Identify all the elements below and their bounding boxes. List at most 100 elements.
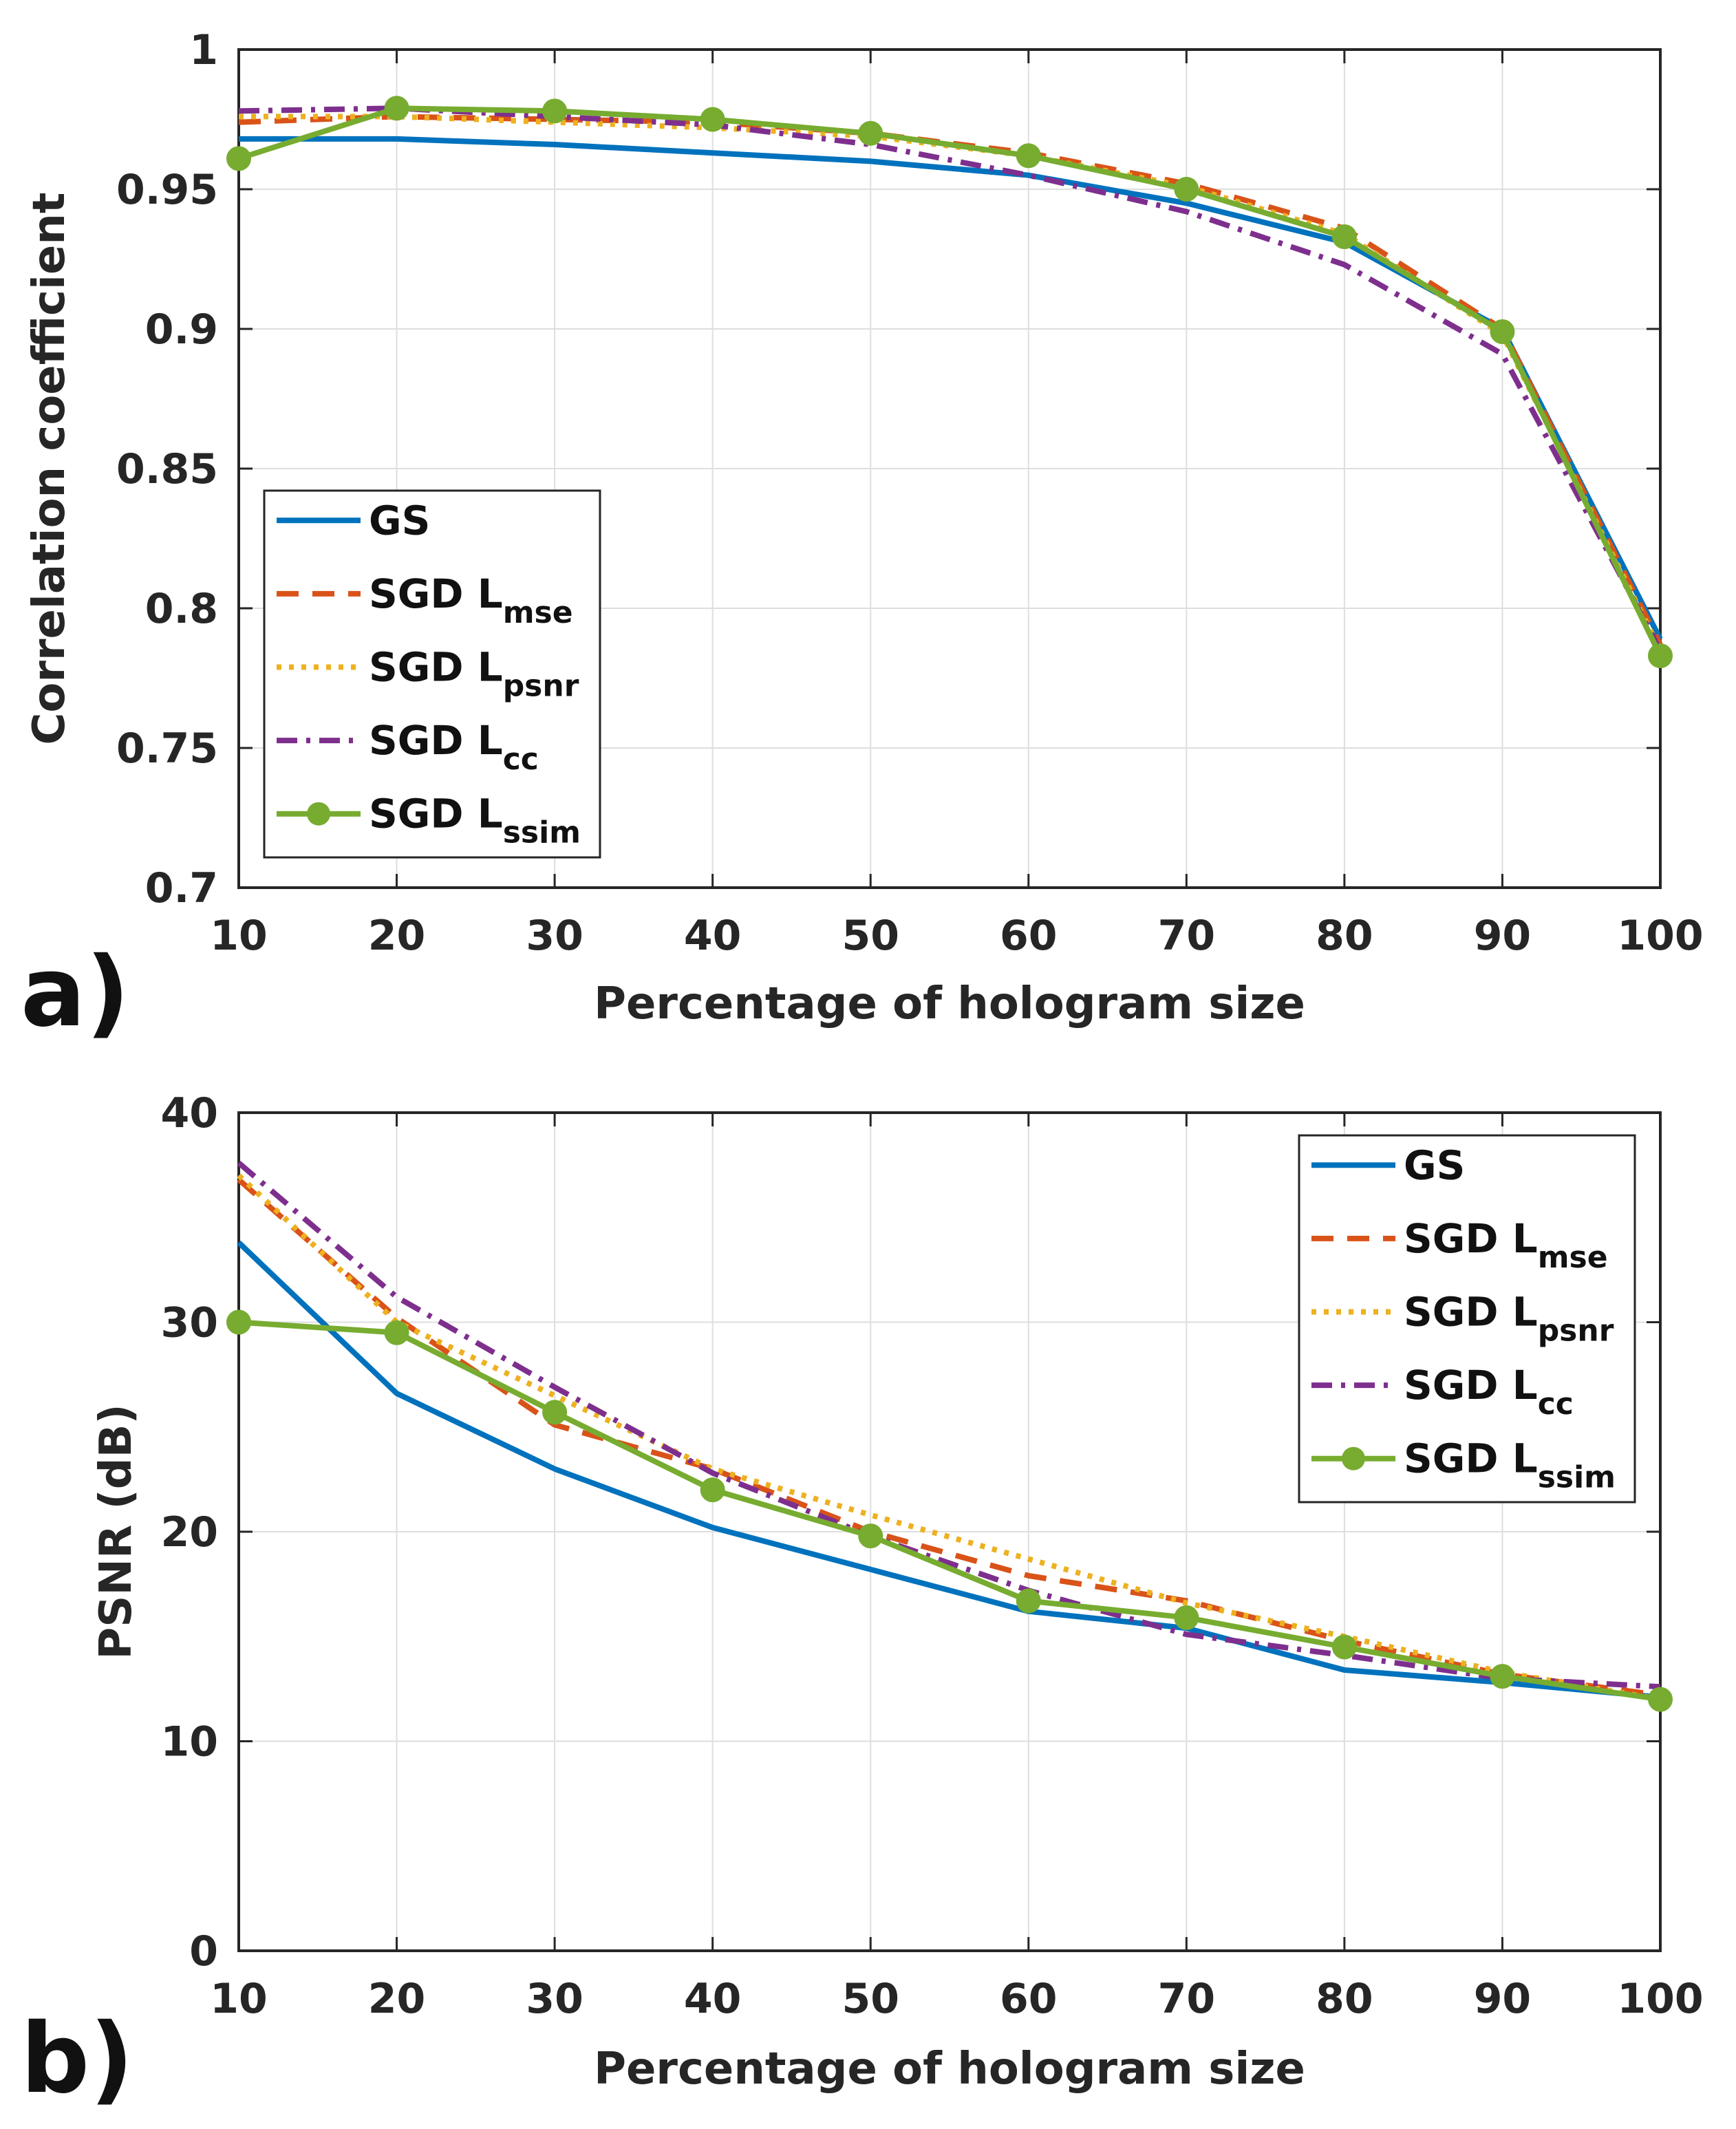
legend-label-main: GS: [1404, 1142, 1465, 1188]
y-tick-label: 40: [161, 1089, 219, 1137]
legend-label-main: SGD L: [369, 644, 503, 691]
data-point: [384, 96, 409, 121]
x-axis-label: Percentage of hologram size: [594, 978, 1305, 1029]
series-line-ssim: [238, 1319, 1661, 1702]
x-tick-label: 50: [842, 1975, 899, 2023]
x-tick-label: 100: [1617, 1975, 1703, 2023]
y-tick-label: 10: [161, 1718, 219, 1766]
legend-label-subscript: psnr: [1538, 1314, 1614, 1349]
data-point: [1490, 1664, 1515, 1689]
legend-label: GS: [369, 497, 430, 544]
legend-marker: [1342, 1446, 1365, 1470]
x-tick-label: 60: [1000, 912, 1058, 960]
y-axis-label: Correlation coefficient: [24, 192, 75, 745]
y-tick-label: 30: [161, 1299, 219, 1347]
legend-label-subscript: cc: [1538, 1387, 1574, 1422]
data-point: [226, 146, 251, 171]
series-line-cc: [238, 105, 1663, 652]
legend-label: SGD Lmse: [1404, 1215, 1608, 1275]
x-tick-label: 10: [210, 1975, 268, 2023]
legend-label-subscript: cc: [503, 742, 539, 777]
legend-label: SGD Lcc: [369, 717, 539, 777]
legend-label-subscript: ssim: [1538, 1460, 1616, 1495]
axes-box: [237, 1111, 1662, 1952]
x-tick-label: 30: [526, 1975, 583, 2023]
x-tick-label: 90: [1474, 1975, 1532, 2023]
y-tick-label: 0.9: [145, 306, 218, 354]
series-line-psnr: [239, 114, 1663, 652]
data-point: [858, 1523, 883, 1549]
y-tick-label: 0.85: [116, 445, 218, 493]
data-point: [1016, 143, 1041, 169]
x-tick-label: 10: [210, 912, 268, 960]
x-tick-label: 30: [526, 912, 583, 960]
legend-marker: [307, 802, 330, 826]
legend-label: SGD Lmse: [369, 570, 573, 630]
panel-a-chart: 10 20 30 40 50 60 70 80 90 100 0.7 0.75 0.8 0.85 0.9 0.…: [21, 26, 1704, 1049]
axes-box: [237, 48, 1662, 889]
x-tick-label: 70: [1158, 1975, 1216, 2023]
legend-label: GS: [1404, 1142, 1465, 1188]
series-line-cc: [237, 1161, 1661, 1690]
legend-label-main: SGD L: [1404, 1435, 1538, 1482]
data-point: [1331, 224, 1357, 250]
data-point: [1016, 1588, 1041, 1614]
data-point: [1490, 319, 1515, 345]
legend-label-main: GS: [369, 497, 430, 544]
series-line-gs: [237, 1240, 1661, 1700]
legend-label-subscript: mse: [503, 595, 573, 630]
y-tick-label: 0.8: [145, 585, 218, 633]
x-tick-label: 20: [368, 912, 426, 960]
data-point: [1648, 643, 1673, 669]
legend-label-main: SGD L: [369, 717, 503, 764]
data-point: [858, 120, 883, 146]
y-tick-label: 0.95: [116, 166, 218, 214]
data-point: [1648, 1687, 1673, 1712]
legend-label-main: SGD L: [1404, 1289, 1538, 1336]
data-point: [1174, 177, 1199, 202]
y-tick-label: 20: [161, 1508, 219, 1556]
legend-box: [1298, 1134, 1636, 1504]
legend-label-subscript: mse: [1538, 1240, 1608, 1275]
data-point: [384, 1320, 409, 1345]
legend-box: [263, 489, 601, 859]
x-axis-label: Percentage of hologram size: [594, 2044, 1305, 2095]
panel-label: a): [21, 937, 129, 1049]
x-tick-label: 50: [842, 912, 899, 960]
data-point: [700, 1477, 725, 1503]
data-point: [1174, 1605, 1199, 1630]
data-point: [1331, 1634, 1357, 1660]
x-tick-label: 80: [1316, 912, 1373, 960]
legend-label: SGD Lpsnr: [369, 644, 579, 704]
legend-label-subscript: psnr: [503, 669, 579, 704]
legend-label-main: SGD L: [1404, 1362, 1538, 1409]
y-tick-label: 0: [189, 1927, 218, 1976]
data-point: [542, 98, 568, 124]
x-tick-label: 20: [368, 1975, 426, 2023]
y-axis-label: PSNR (dB): [91, 1404, 142, 1659]
legend-label-main: SGD L: [369, 570, 503, 617]
y-tick-label: 1: [189, 26, 218, 74]
legend-label: SGD Lssim: [1404, 1435, 1616, 1495]
x-tick-label: 40: [684, 912, 742, 960]
x-tick-label: 60: [1000, 1975, 1058, 2023]
legend-label: SGD Lcc: [1404, 1362, 1574, 1422]
data-point: [700, 107, 725, 132]
x-tick-label: 90: [1474, 912, 1532, 960]
x-tick-label: 100: [1617, 912, 1703, 960]
legend-label: SGD Lssim: [369, 791, 581, 850]
legend-label-main: SGD L: [1404, 1215, 1538, 1262]
panel-label: b): [21, 2003, 133, 2115]
series-line-ssim: [237, 105, 1663, 657]
y-tick-label: 0.75: [116, 725, 218, 773]
data-point: [542, 1400, 568, 1425]
legend-label-subscript: ssim: [503, 815, 581, 850]
panel-b-chart: 10 20 30 40 50 60 70 80 90 100010203040Percentage…: [21, 1089, 1704, 2115]
legend-label-main: SGD L: [369, 791, 503, 837]
x-tick-label: 40: [684, 1975, 742, 2023]
x-tick-label: 80: [1316, 1975, 1373, 2023]
legend-label: SGD Lpsnr: [1404, 1289, 1614, 1349]
